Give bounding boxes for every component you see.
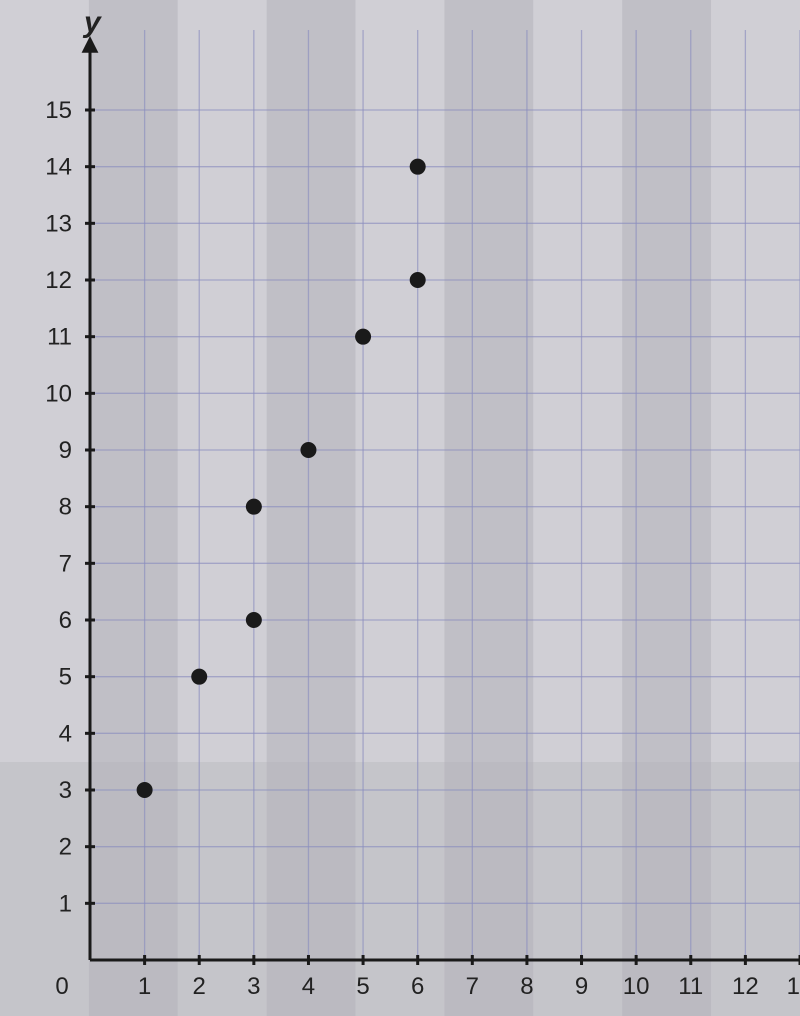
y-tick-label: 5	[59, 664, 72, 691]
data-point	[246, 499, 262, 515]
scatter-chart: 123456789101112130123456789101112131415y	[0, 0, 800, 1016]
x-tick-label: 8	[520, 973, 533, 1000]
x-tick-label: 11	[678, 973, 703, 1000]
y-tick-label: 4	[59, 720, 72, 747]
y-tick-label: 12	[45, 267, 72, 294]
y-tick-label: 10	[45, 380, 72, 407]
x-tick-label: 7	[466, 973, 479, 1000]
x-tick-label: 5	[356, 973, 369, 1000]
data-point	[410, 159, 426, 175]
y-tick-label: 2	[59, 834, 72, 861]
data-point	[410, 272, 426, 288]
y-tick-label: 6	[59, 607, 72, 634]
y-tick-label: 1	[59, 890, 72, 917]
data-point	[137, 782, 153, 798]
x-tick-label: 1	[138, 973, 151, 1000]
x-tick-label: 6	[411, 973, 424, 1000]
x-tick-label: 12	[732, 973, 759, 1000]
data-point	[246, 612, 262, 628]
x-tick-label: 4	[302, 973, 315, 1000]
y-tick-label: 11	[47, 324, 72, 351]
data-point	[191, 669, 207, 685]
y-tick-label: 8	[59, 494, 72, 521]
y-tick-label: 14	[45, 154, 72, 181]
chart-background	[0, 0, 800, 1016]
x-tick-label: 10	[623, 973, 650, 1000]
x-tick-label: 3	[247, 973, 260, 1000]
origin-label: 0	[55, 973, 68, 1000]
x-tick-label: 9	[575, 973, 588, 1000]
y-axis-label: y	[82, 6, 102, 39]
y-tick-label: 9	[59, 437, 72, 464]
data-point	[355, 329, 371, 345]
data-point	[300, 442, 316, 458]
y-tick-label: 7	[59, 550, 72, 577]
y-tick-label: 3	[59, 777, 72, 804]
chart-svg: 123456789101112130123456789101112131415y	[0, 0, 800, 1016]
y-tick-label: 15	[45, 97, 72, 124]
x-tick-label: 13	[787, 973, 800, 1000]
y-tick-label: 13	[45, 210, 72, 237]
x-tick-label: 2	[193, 973, 206, 1000]
